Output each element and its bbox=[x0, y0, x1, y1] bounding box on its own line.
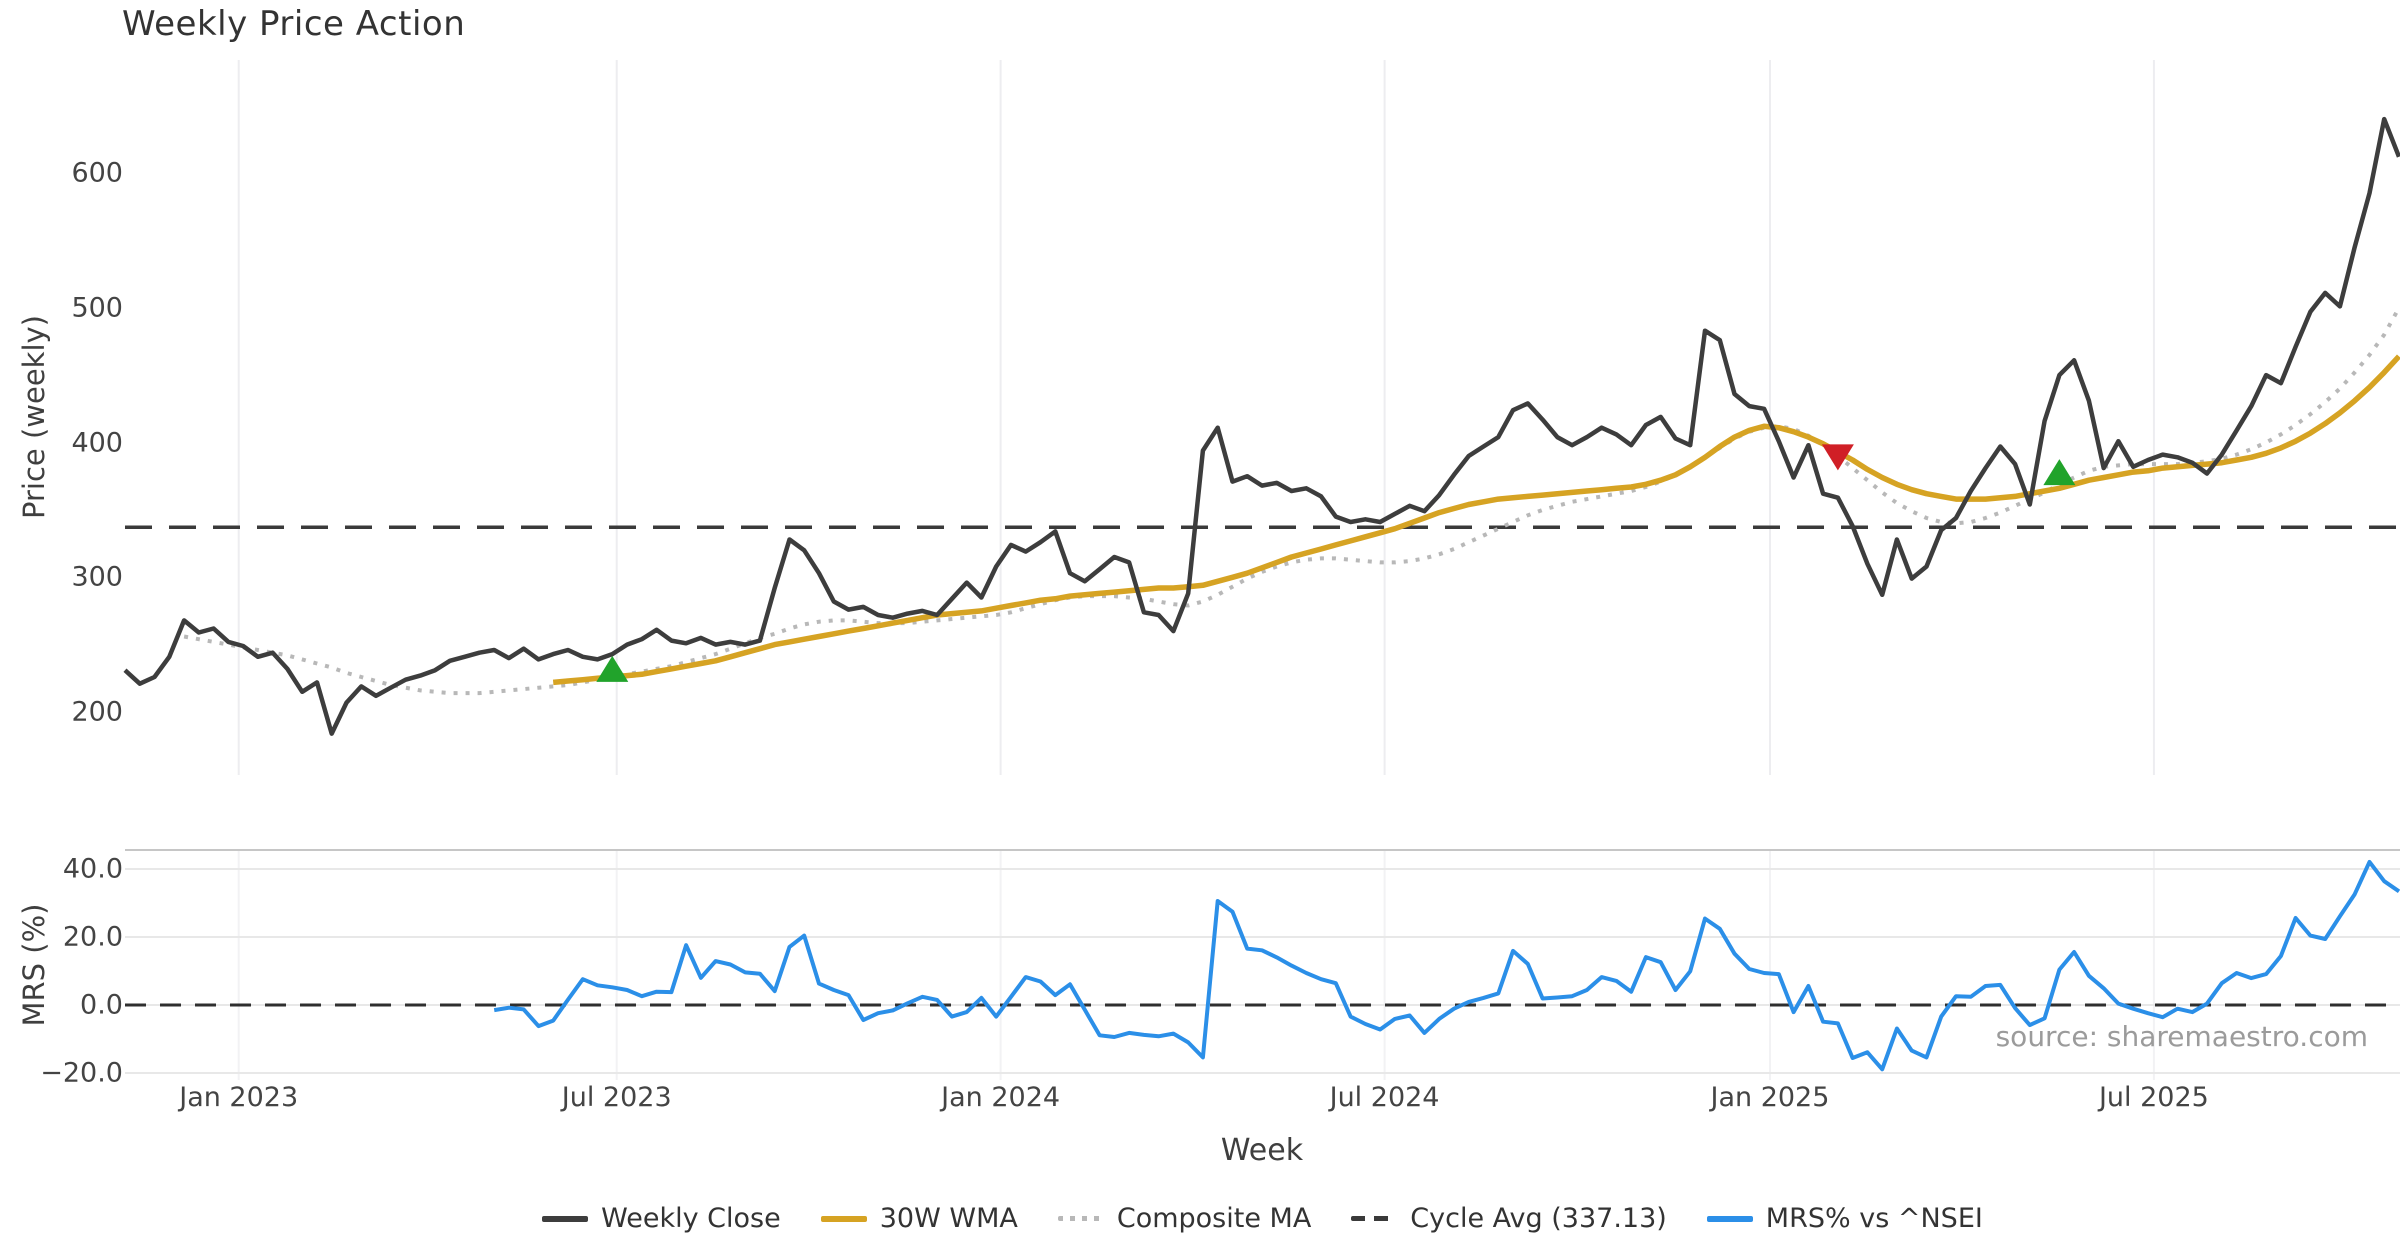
legend-item-30w-wma-swatch bbox=[820, 1215, 867, 1222]
legend-item-cycle-avg-337-13-label: Cycle Avg (337.13) bbox=[1410, 1203, 1667, 1234]
legend-item-30w-wma: 30W WMA bbox=[820, 1203, 1018, 1234]
legend-item-cycle-avg-337-13: Cycle Avg (337.13) bbox=[1351, 1203, 1667, 1234]
x-axis-label: Week bbox=[1220, 1133, 1304, 1168]
xtick-jul-2025: Jul 2025 bbox=[2098, 1082, 2209, 1113]
price-ytick-600: 600 bbox=[71, 157, 123, 189]
xtick-jul-2023: Jul 2023 bbox=[561, 1082, 672, 1113]
mrs-ytick-20: 20.0 bbox=[62, 921, 123, 953]
xtick-jan-2023: Jan 2023 bbox=[179, 1082, 299, 1113]
price-ytick-400: 400 bbox=[71, 427, 123, 458]
legend-item-composite-ma: Composite MA bbox=[1057, 1203, 1312, 1234]
xtick-jan-2025: Jan 2025 bbox=[1710, 1082, 1830, 1113]
price-ytick-200: 200 bbox=[71, 696, 123, 728]
page-title: Weekly Price Action bbox=[122, 4, 466, 44]
price-ytick-500: 500 bbox=[71, 292, 123, 324]
mrs-line bbox=[493, 859, 2400, 1072]
price-axis-label: Price (weekly) bbox=[17, 314, 51, 520]
mrs-ytick-40: 40.0 bbox=[62, 853, 123, 885]
source-note: source: sharemaestro.com bbox=[1995, 1020, 2368, 1053]
xtick-jan-2024: Jan 2024 bbox=[941, 1082, 1061, 1113]
legend-item-mrs-vs-nsei-swatch bbox=[1706, 1215, 1753, 1222]
sell-signal-marker bbox=[1821, 444, 1854, 471]
legend-item-weekly-close-swatch bbox=[542, 1215, 589, 1222]
legend-item-mrs-vs-nsei-label: MRS% vs ^NSEI bbox=[1765, 1203, 1983, 1234]
legend-item-cycle-avg-337-13-swatch bbox=[1351, 1216, 1398, 1221]
legend-item-mrs-vs-nsei: MRS% vs ^NSEI bbox=[1706, 1203, 1983, 1234]
legend-item-composite-ma-label: Composite MA bbox=[1116, 1203, 1312, 1234]
legend-item-weekly-close-label: Weekly Close bbox=[601, 1203, 781, 1234]
weekly-close-line bbox=[123, 116, 2400, 736]
legend-item-30w-wma-label: 30W WMA bbox=[879, 1203, 1018, 1234]
legend-item-weekly-close: Weekly Close bbox=[542, 1203, 781, 1234]
buy-signal-marker bbox=[596, 655, 629, 682]
legend-item-composite-ma-swatch bbox=[1057, 1216, 1104, 1221]
wma-30w-line bbox=[552, 354, 2400, 686]
price-ytick-300: 300 bbox=[71, 561, 123, 593]
buy-signal-marker bbox=[2043, 459, 2076, 486]
mrs-ytick--20: −20.0 bbox=[40, 1057, 123, 1089]
mrs-ytick-0: 0.0 bbox=[80, 989, 123, 1021]
xtick-jul-2024: Jul 2024 bbox=[1329, 1082, 1440, 1113]
legend: Weekly Close 30W WMA Composite MA Cycle Avg… bbox=[125, 1203, 2400, 1234]
